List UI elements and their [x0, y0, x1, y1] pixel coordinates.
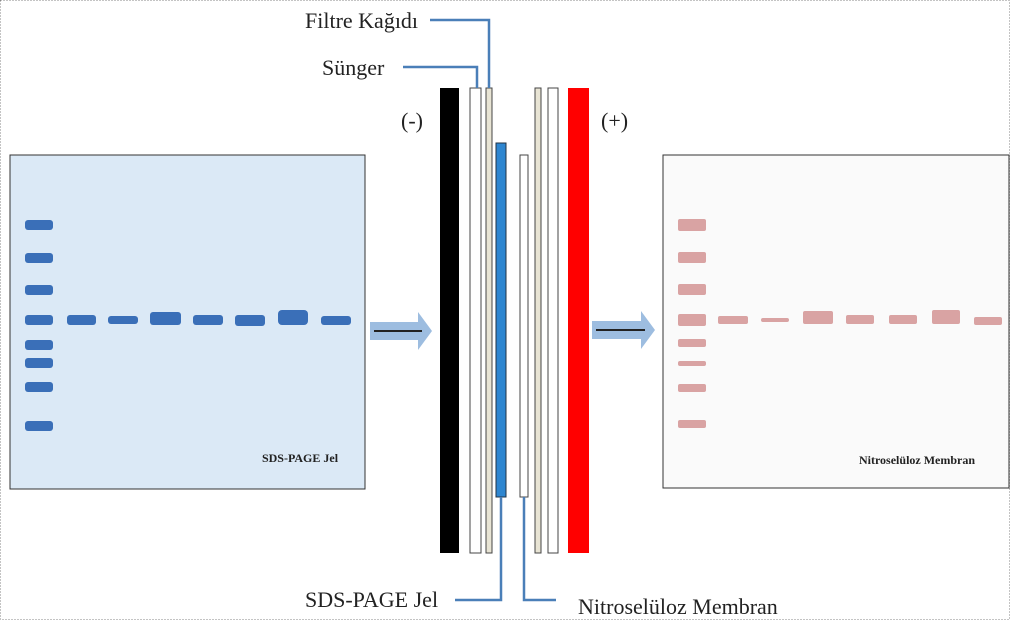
- anode-label: (+): [601, 108, 628, 133]
- gel-box: [10, 155, 365, 489]
- filter-paper-label: Filtre Kağıdı: [305, 8, 418, 33]
- gel-callout-label: SDS-PAGE Jel: [305, 587, 438, 612]
- membrane-callout-label: Nitroselüloz Membran: [578, 594, 778, 619]
- arrows: [370, 311, 655, 350]
- gel-panel: SDS-PAGE Jel: [10, 155, 365, 489]
- diagram: SDS-PAGE Jel Filtre Kağıdı Sünger (-) (+…: [0, 0, 1011, 621]
- membrane-panel-label: Nitroselüloz Membran: [859, 453, 975, 467]
- gel-panel-label: SDS-PAGE Jel: [262, 451, 339, 465]
- filter-callout-line: [430, 20, 489, 88]
- sponge-label: Sünger: [322, 55, 385, 80]
- membrane-panel: Nitroselüloz Membran: [663, 155, 1009, 488]
- sponge-callout-line: [403, 67, 477, 88]
- transfer-stack: [440, 88, 589, 553]
- cathode-label: (-): [401, 108, 423, 133]
